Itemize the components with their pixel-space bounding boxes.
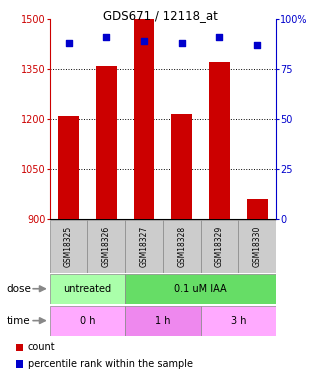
Bar	[209, 62, 230, 219]
Point	[142, 38, 147, 44]
Text: dose: dose	[6, 284, 31, 294]
Bar	[134, 19, 154, 219]
Bar	[87, 220, 125, 273]
Bar	[58, 116, 79, 219]
Point	[179, 40, 184, 46]
Text: untreated: untreated	[64, 284, 111, 294]
Text: count: count	[28, 342, 56, 352]
Bar	[50, 306, 125, 336]
Text: GSM18326: GSM18326	[102, 226, 111, 267]
Bar	[201, 306, 276, 336]
Bar	[125, 220, 163, 273]
Bar	[247, 199, 268, 219]
Text: GSM18325: GSM18325	[64, 226, 73, 267]
Bar	[163, 220, 201, 273]
Text: 1 h: 1 h	[155, 316, 171, 326]
Text: GSM18329: GSM18329	[215, 226, 224, 267]
Text: 0.1 uM IAA: 0.1 uM IAA	[174, 284, 227, 294]
Bar	[96, 66, 117, 219]
Bar	[50, 220, 87, 273]
Text: time: time	[6, 316, 30, 326]
Bar	[125, 274, 276, 304]
Text: 0 h: 0 h	[80, 316, 95, 326]
Text: GSM18328: GSM18328	[177, 226, 186, 267]
Text: GDS671 / 12118_at: GDS671 / 12118_at	[103, 9, 218, 22]
Text: 3 h: 3 h	[230, 316, 246, 326]
Text: GSM18330: GSM18330	[253, 226, 262, 267]
Text: percentile rank within the sample: percentile rank within the sample	[28, 359, 193, 369]
Bar	[171, 114, 192, 219]
Bar	[125, 306, 201, 336]
Text: GSM18327: GSM18327	[140, 226, 149, 267]
Bar	[238, 220, 276, 273]
Bar	[50, 274, 125, 304]
Point	[217, 34, 222, 40]
Point	[255, 42, 260, 48]
Point	[104, 34, 109, 40]
Bar	[201, 220, 238, 273]
Point	[66, 40, 71, 46]
